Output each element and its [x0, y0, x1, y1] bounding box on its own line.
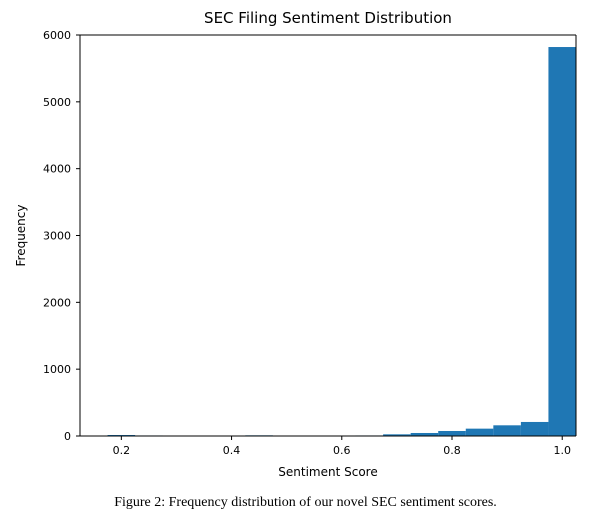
y-tick-label: 5000 — [43, 96, 71, 109]
x-axis-label: Sentiment Score — [278, 465, 377, 479]
histogram-bar — [493, 425, 521, 436]
y-tick-label: 1000 — [43, 363, 71, 376]
figure-wrap: 0.2 0.4 0.6 0.8 1.0 0 1000 2000 3000 4000 5000 6000… — [0, 0, 611, 529]
histogram-bar — [438, 431, 466, 436]
y-tick-label: 4000 — [43, 163, 71, 176]
y-tick-label: 3000 — [43, 230, 71, 243]
x-ticks: 0.2 0.4 0.6 0.8 1.0 — [113, 436, 571, 457]
x-tick-label: 0.8 — [443, 444, 461, 457]
y-tick-label: 0 — [64, 430, 71, 443]
histogram-bar — [521, 422, 549, 436]
histogram-bar — [466, 429, 494, 436]
histogram-bars — [108, 47, 576, 436]
y-axis-label: Frequency — [14, 205, 28, 267]
x-tick-label: 0.6 — [333, 444, 351, 457]
figure-caption: Figure 2: Frequency distribution of our … — [0, 495, 611, 511]
chart-title: SEC Filing Sentiment Distribution — [204, 9, 452, 27]
x-tick-label: 1.0 — [553, 444, 571, 457]
y-tick-label: 2000 — [43, 296, 71, 309]
x-tick-label: 0.4 — [223, 444, 241, 457]
histogram-chart: 0.2 0.4 0.6 0.8 1.0 0 1000 2000 3000 4000 5000 6000… — [0, 0, 611, 529]
y-tick-label: 6000 — [43, 29, 71, 42]
x-tick-label: 0.2 — [113, 444, 131, 457]
y-ticks: 0 1000 2000 3000 4000 5000 6000 — [43, 29, 80, 443]
histogram-bar — [548, 47, 576, 436]
